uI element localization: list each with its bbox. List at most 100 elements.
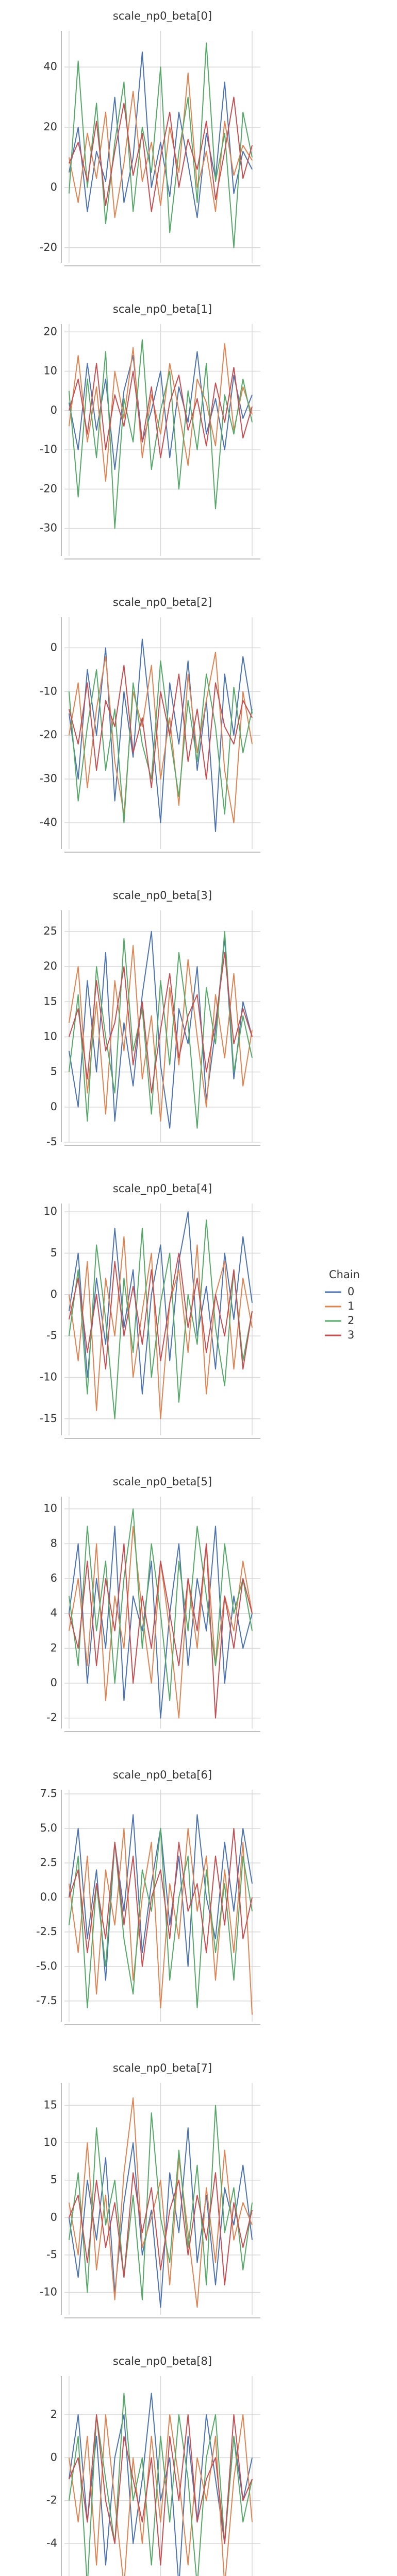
chain-trace — [68, 1828, 253, 2009]
chain-trace — [68, 2393, 253, 2576]
chain-trace — [68, 1828, 253, 1967]
y-tick-label: 10 — [43, 1205, 57, 1217]
y-tick-label: -30 — [40, 522, 57, 534]
chain-trace — [68, 651, 253, 824]
panel-title: scale_np0_beta[6] — [113, 1769, 212, 1782]
y-tick-label: -5 — [46, 1136, 57, 1148]
panel: scale_np0_beta[7] -10 -5 0 5 10 15 — [40, 2062, 260, 2318]
chain-trace — [68, 1219, 253, 1419]
y-tick-label: 15 — [43, 995, 57, 1007]
y-tick-label: 0 — [51, 181, 57, 193]
y-tick-label: 20 — [43, 121, 57, 133]
y-tick-label: -20 — [40, 482, 57, 495]
legend-title: Chain — [329, 1268, 360, 1281]
y-tick-label: 20 — [43, 325, 57, 337]
panel-title: scale_np0_beta[3] — [113, 889, 212, 902]
y-tick-label: 0 — [51, 1100, 57, 1113]
panel: scale_np0_beta[2] -40 -30 -20 -10 0 — [40, 596, 260, 853]
y-tick-label: -40 — [40, 816, 57, 828]
y-tick-label: 15 — [43, 2099, 57, 2111]
y-tick-label: 40 — [43, 60, 57, 73]
y-tick-label: -15 — [40, 1412, 57, 1425]
y-tick-label: -20 — [40, 728, 57, 741]
y-tick-label: 10 — [43, 2136, 57, 2148]
legend: Chain 0 1 2 3 — [325, 1268, 360, 1341]
y-tick-label: 25 — [43, 925, 57, 937]
chain-trace — [68, 952, 253, 1094]
y-tick-label: 2.5 — [40, 1856, 57, 1869]
panel: scale_np0_beta[3] -5 0 5 10 15 20 25 — [43, 889, 260, 1148]
y-tick-label: 2 — [51, 1641, 57, 1654]
chain-trace — [68, 1211, 253, 1395]
y-tick-label: 10 — [43, 1030, 57, 1042]
y-tick-label: 8 — [51, 1537, 57, 1549]
y-tick-label: 5 — [51, 1246, 57, 1259]
chain-trace — [68, 2127, 253, 2308]
y-tick-label: -5.0 — [36, 1960, 57, 1972]
y-tick-label: 2 — [51, 2408, 57, 2420]
y-tick-label: -5 — [46, 1329, 57, 1342]
panel-title: scale_np0_beta[0] — [113, 10, 212, 23]
y-tick-label: 0 — [51, 2211, 57, 2223]
y-tick-label: -20 — [40, 241, 57, 253]
chain-trace — [68, 2172, 253, 2285]
legend-label: 2 — [348, 1314, 354, 1327]
y-tick-label: 5 — [51, 2174, 57, 2186]
y-tick-label: 0 — [51, 404, 57, 416]
y-tick-label: 4 — [51, 1607, 57, 1619]
y-tick-label: -2 — [46, 1711, 57, 1724]
panel: scale_np0_beta[5] -2 0 2 4 6 8 10 — [43, 1476, 260, 1732]
legend-label: 3 — [348, 1329, 354, 1341]
y-tick-label: -2 — [46, 2494, 57, 2506]
y-tick-label: -2.5 — [36, 1925, 57, 1938]
y-tick-label: 20 — [43, 960, 57, 972]
y-tick-label: 7.5 — [40, 1787, 57, 1800]
panel: scale_np0_beta[4] -15 -10 -5 0 5 10 — [40, 1182, 260, 1439]
chain-trace — [68, 1252, 253, 1370]
legend-label: 1 — [348, 1300, 354, 1312]
chain-trace — [68, 363, 253, 459]
panel-title: scale_np0_beta[7] — [113, 2062, 212, 2075]
panel-title: scale_np0_beta[1] — [113, 303, 212, 316]
y-tick-label: 0 — [51, 1288, 57, 1300]
y-tick-label: 0 — [51, 2451, 57, 2463]
y-tick-label: -10 — [40, 685, 57, 697]
legend-label: 0 — [348, 1285, 354, 1298]
chain-trace — [68, 42, 253, 248]
chain-trace — [68, 660, 253, 824]
chain-trace — [68, 96, 253, 212]
y-tick-label: 6 — [51, 1572, 57, 1584]
y-tick-label: 10 — [43, 1502, 57, 1515]
y-tick-label: 5.0 — [40, 1822, 57, 1834]
chain-trace — [68, 2414, 253, 2576]
y-tick-label: -4 — [46, 2537, 57, 2549]
panel-title: scale_np0_beta[4] — [113, 1182, 212, 1195]
y-tick-label: 0 — [51, 1676, 57, 1689]
y-tick-label: -10 — [40, 1371, 57, 1383]
chain-trace — [68, 51, 253, 218]
y-tick-label: 10 — [43, 365, 57, 377]
y-tick-label: -10 — [40, 2285, 57, 2298]
y-tick-label: 0 — [51, 641, 57, 653]
chain-trace — [68, 930, 253, 1129]
panel-title: scale_np0_beta[2] — [113, 596, 212, 609]
chain-trace — [68, 945, 253, 1122]
y-tick-label: 0.0 — [40, 1891, 57, 1903]
chain-trace — [68, 1543, 253, 1719]
chain-trace — [68, 2414, 253, 2566]
y-tick-label: -7.5 — [36, 1994, 57, 2007]
panel: scale_np0_beta[6] -7.5 -5.0 -2.5 0.0 2.5 5.0 7.… — [36, 1769, 260, 2025]
chain-trace — [68, 1508, 253, 1701]
chain-trace — [68, 665, 253, 789]
y-tick-label: 5 — [51, 1065, 57, 1078]
panel: scale_np0_beta[8]-6-4-20205001000Iterati… — [46, 2355, 260, 2576]
y-tick-label: -10 — [40, 443, 57, 455]
panel: scale_np0_beta[0] -20 0 20 40 — [40, 10, 260, 266]
chain-trace — [68, 2105, 253, 2300]
chain-trace — [68, 2393, 253, 2576]
chain-trace — [68, 339, 253, 529]
panel-title: scale_np0_beta[5] — [113, 1476, 212, 1488]
y-tick-label: -30 — [40, 772, 57, 785]
panel-title: scale_np0_beta[8] — [113, 2355, 212, 2368]
